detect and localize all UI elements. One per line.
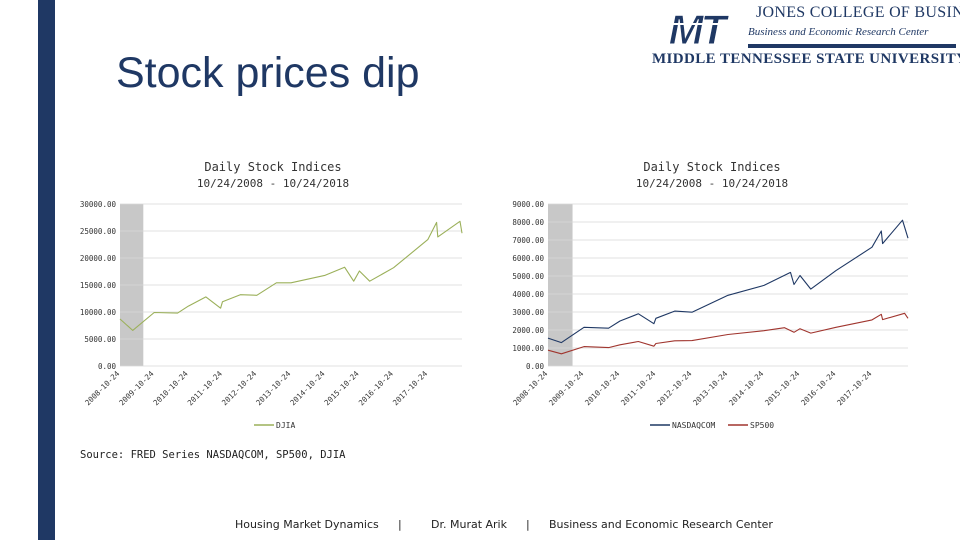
y-tick-label: 5000.00 bbox=[84, 335, 116, 344]
y-tick-label: 1000.00 bbox=[512, 344, 544, 353]
chart-legend: NASDAQCOM SP500 bbox=[650, 421, 774, 430]
chart-legend: DJIA bbox=[254, 421, 295, 430]
x-tick-label: 2008-10-24 bbox=[511, 369, 550, 408]
x-tick-label: 2016-10-24 bbox=[799, 369, 838, 408]
slide-title: Stock prices dip bbox=[116, 49, 420, 97]
source-note: Source: FRED Series NASDAQCOM, SP500, DJ… bbox=[80, 449, 346, 461]
y-tick-label: 20000.00 bbox=[80, 254, 117, 263]
footer-presenter: Dr. Murat Arik bbox=[431, 518, 507, 531]
x-tick-label: 2015-10-24 bbox=[763, 369, 802, 408]
x-tick-label: 2011-10-24 bbox=[619, 369, 658, 408]
university-logo: MT JONES COLLEGE OF BUSINESS Business an… bbox=[652, 4, 960, 70]
x-tick-label: 2017-10-24 bbox=[835, 369, 874, 408]
x-tick-label: 2009-10-24 bbox=[547, 369, 586, 408]
y-tick-label: 8000.00 bbox=[512, 218, 544, 227]
logo-divider bbox=[748, 44, 956, 48]
logo-center-name: Business and Economic Research Center bbox=[748, 26, 929, 38]
y-tick-label: 9000.00 bbox=[512, 200, 544, 209]
series-line-djia bbox=[119, 220, 463, 331]
logo-university-name: MIDDLE TENNESSEE STATE UNIVERSITY bbox=[652, 51, 960, 67]
y-tick-label: 25000.00 bbox=[80, 227, 117, 236]
x-tick-label: 2016-10-24 bbox=[357, 369, 396, 408]
chart-subtitle: 10/24/2008 - 10/24/2018 bbox=[197, 177, 349, 190]
legend-nasdaq: NASDAQCOM bbox=[672, 421, 716, 430]
djia-chart-svg: Daily Stock Indices 10/24/2008 - 10/24/2… bbox=[80, 160, 463, 430]
y-tick-label: 4000.00 bbox=[512, 290, 544, 299]
footer-separator: | bbox=[398, 518, 402, 531]
y-tick-label: 0.00 bbox=[98, 362, 117, 371]
y-tick-label: 2000.00 bbox=[512, 326, 544, 335]
left-accent-bar bbox=[38, 0, 55, 540]
y-tick-label: 5000.00 bbox=[512, 272, 544, 281]
djia-chart: Daily Stock Indices 10/24/2008 - 10/24/2… bbox=[70, 150, 480, 444]
x-tick-label: 2012-10-24 bbox=[220, 369, 259, 408]
x-tick-label: 2014-10-24 bbox=[727, 369, 766, 408]
x-tick-label: 2015-10-24 bbox=[322, 369, 361, 408]
logo-college-name: JONES COLLEGE OF BUSINESS bbox=[756, 4, 960, 21]
series-line-nasdaqcom bbox=[547, 219, 909, 344]
x-tick-label: 2012-10-24 bbox=[655, 369, 694, 408]
y-tick-label: 10000.00 bbox=[80, 308, 117, 317]
y-tick-label: 3000.00 bbox=[512, 308, 544, 317]
x-tick-label: 2011-10-24 bbox=[186, 369, 225, 408]
footer-separator: | bbox=[526, 518, 530, 531]
footer-right: Business and Economic Research Center bbox=[549, 518, 773, 531]
y-tick-label: 15000.00 bbox=[80, 281, 117, 290]
mt-logo-mark: MT bbox=[669, 6, 730, 53]
nasdaq-sp500-chart: Daily Stock Indices 10/24/2008 - 10/24/2… bbox=[500, 150, 920, 444]
chart-title: Daily Stock Indices bbox=[204, 160, 341, 174]
legend-sp500: SP500 bbox=[750, 421, 774, 430]
x-tick-label: 2013-10-24 bbox=[691, 369, 730, 408]
x-tick-label: 2010-10-24 bbox=[583, 369, 622, 408]
nasdaq-sp500-chart-svg: Daily Stock Indices 10/24/2008 - 10/24/2… bbox=[511, 160, 909, 430]
x-tick-label: 2010-10-24 bbox=[151, 369, 190, 408]
x-tick-label: 2013-10-24 bbox=[254, 369, 293, 408]
chart-subtitle: 10/24/2008 - 10/24/2018 bbox=[636, 177, 788, 190]
y-tick-label: 0.00 bbox=[526, 362, 545, 371]
x-tick-label: 2008-10-24 bbox=[83, 369, 122, 408]
footer-left: Housing Market Dynamics bbox=[235, 518, 379, 531]
y-tick-label: 30000.00 bbox=[80, 200, 117, 209]
series-line-sp500 bbox=[547, 312, 909, 355]
chart-title: Daily Stock Indices bbox=[643, 160, 780, 174]
x-tick-label: 2014-10-24 bbox=[288, 369, 327, 408]
x-tick-label: 2009-10-24 bbox=[117, 369, 156, 408]
y-tick-label: 7000.00 bbox=[512, 236, 544, 245]
x-tick-label: 2017-10-24 bbox=[391, 369, 430, 408]
y-tick-label: 6000.00 bbox=[512, 254, 544, 263]
legend-djia: DJIA bbox=[276, 421, 295, 430]
mt-logo-icon: MT bbox=[655, 6, 737, 54]
